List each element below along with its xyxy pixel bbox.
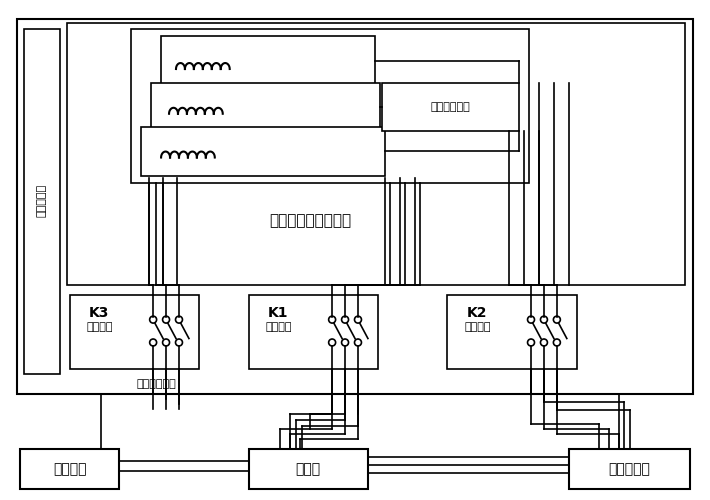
Bar <box>248 294 378 370</box>
Bar <box>447 294 577 370</box>
Text: 第２星形零点: 第２星形零点 <box>136 379 176 389</box>
Bar <box>67 24 685 285</box>
Text: 第１星形零点: 第１星形零点 <box>430 102 470 112</box>
Bar <box>382 83 519 130</box>
Bar <box>20 449 119 488</box>
Text: 换极开关: 换极开关 <box>464 322 491 332</box>
Bar <box>141 126 385 176</box>
Text: 变极对数交流电动机: 变极对数交流电动机 <box>269 212 351 228</box>
Bar <box>161 36 375 86</box>
Text: 换极开关: 换极开关 <box>86 322 113 332</box>
Bar <box>248 449 368 488</box>
Bar <box>70 294 199 370</box>
Text: 换极控制器: 换极控制器 <box>608 462 650 476</box>
Bar <box>151 83 380 130</box>
Bar <box>569 449 690 488</box>
Bar <box>24 29 60 374</box>
Text: K2: K2 <box>467 306 488 320</box>
Text: 变频器: 变频器 <box>295 462 321 476</box>
Text: 换极开关: 换极开关 <box>265 322 292 332</box>
Bar <box>17 20 693 394</box>
Text: 速度传感器: 速度传感器 <box>37 184 47 217</box>
Text: K3: K3 <box>89 306 109 320</box>
Text: 直流电源: 直流电源 <box>53 462 87 476</box>
Bar <box>131 29 529 184</box>
Text: K1: K1 <box>268 306 289 320</box>
